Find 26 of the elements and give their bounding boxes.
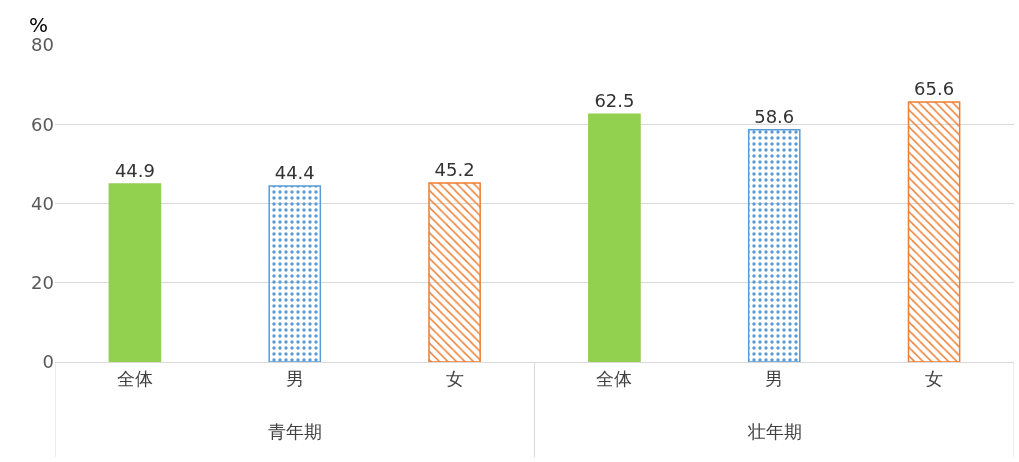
y-tick-label: 60 bbox=[31, 113, 54, 135]
data-label: 65.6 bbox=[914, 78, 955, 100]
y-tick-label: 80 bbox=[31, 34, 54, 56]
data-label: 44.4 bbox=[274, 162, 315, 184]
y-tick-label: 0 bbox=[42, 351, 54, 373]
data-label: 62.5 bbox=[594, 90, 635, 112]
x-tick-label: 男 bbox=[285, 367, 304, 389]
y-tick-label: 20 bbox=[31, 272, 54, 294]
data-label: 45.2 bbox=[434, 158, 475, 180]
data-label: 58.6 bbox=[754, 105, 795, 127]
bar bbox=[747, 129, 801, 362]
x-tick-label: 女 bbox=[445, 367, 464, 389]
x-tick-label: 女 bbox=[925, 367, 944, 389]
text: 壮年期 bbox=[747, 421, 802, 442]
data-label: 44.9 bbox=[114, 160, 155, 182]
bar bbox=[588, 113, 641, 362]
x-tick-label: 男 bbox=[765, 367, 784, 389]
text: 青年期 bbox=[268, 421, 322, 442]
x-tick-label: 全体 bbox=[116, 367, 153, 389]
bar bbox=[428, 182, 481, 362]
bar bbox=[108, 183, 162, 362]
y-tick-label: 40 bbox=[31, 192, 54, 214]
bar bbox=[907, 101, 961, 362]
y-axis-title: % bbox=[29, 13, 49, 37]
bar bbox=[268, 185, 322, 362]
x-tick-label: 全体 bbox=[596, 367, 633, 389]
